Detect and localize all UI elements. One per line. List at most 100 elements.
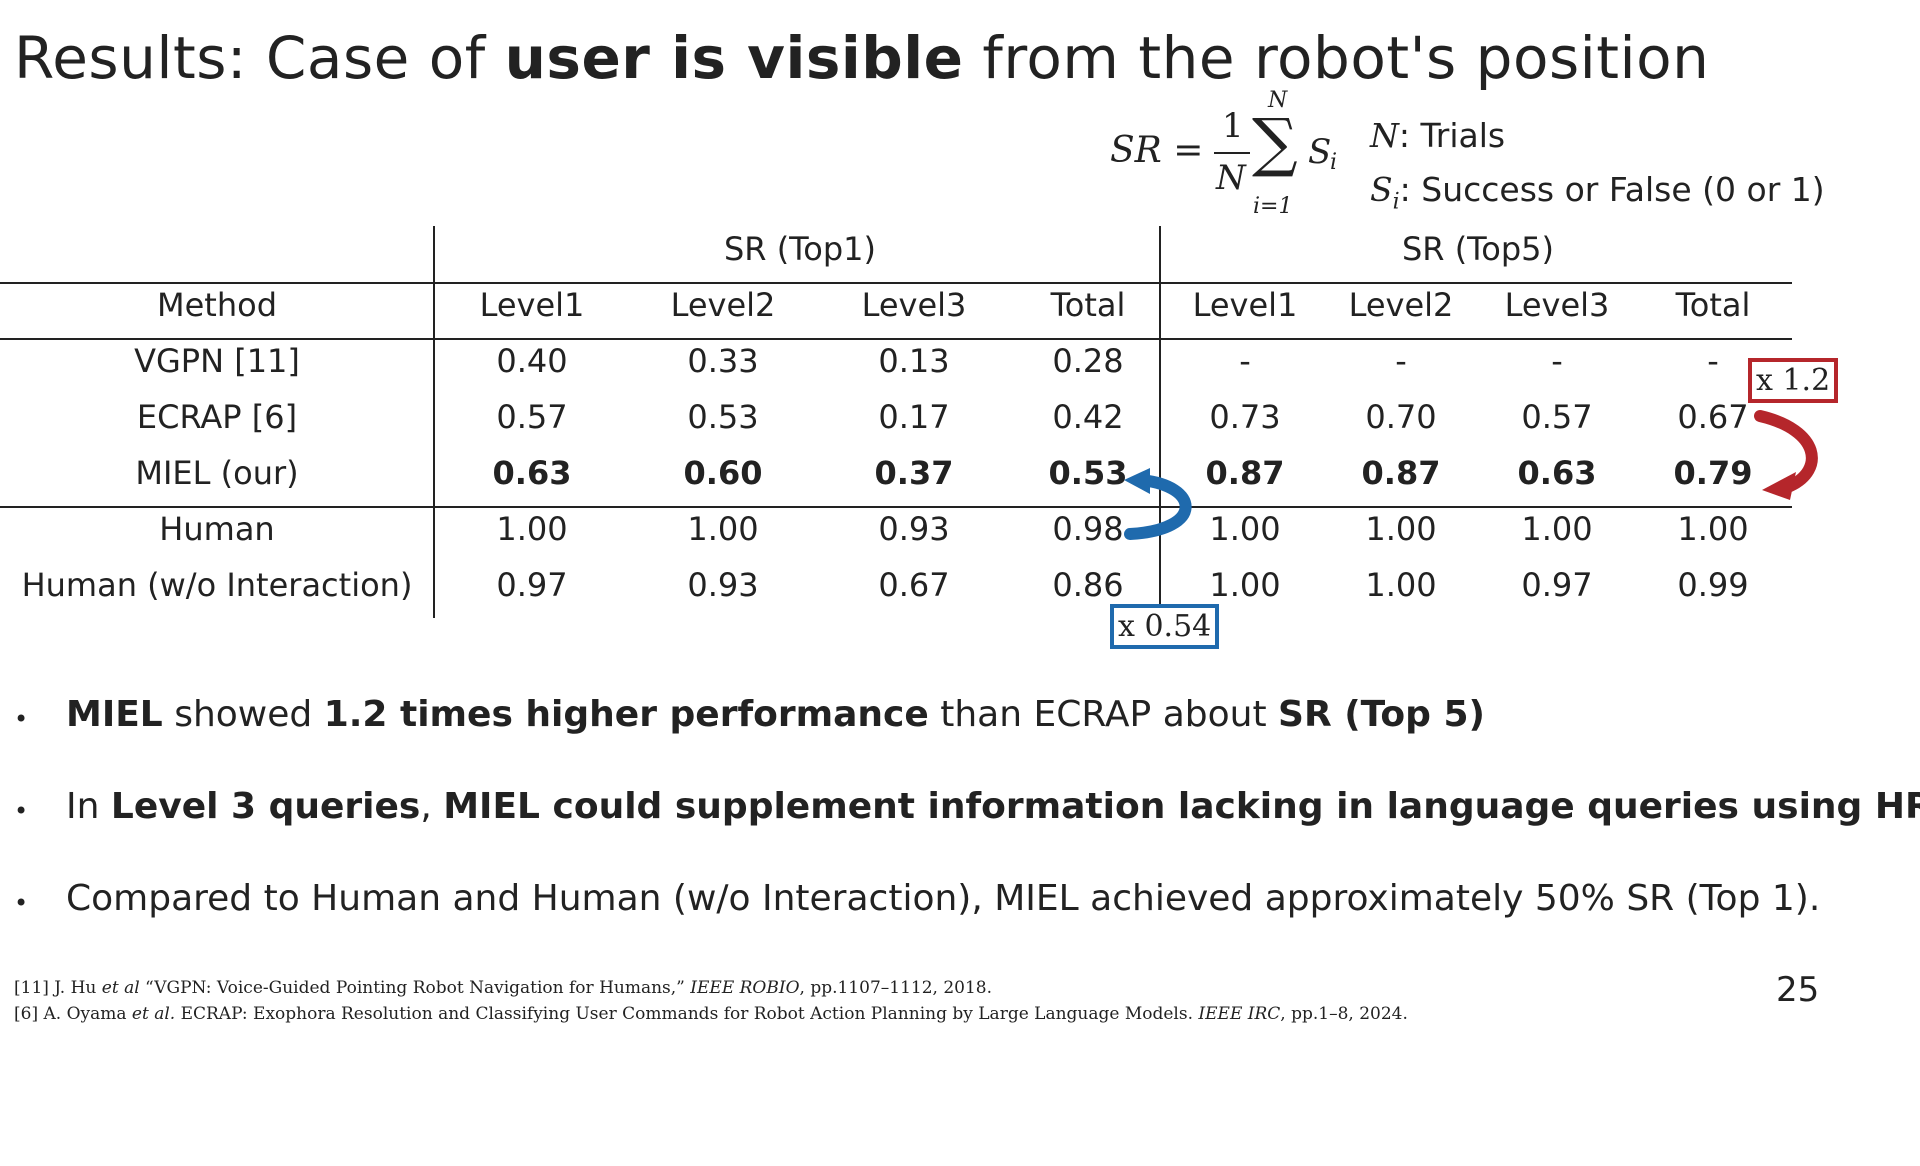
sigma-symbol: ∑: [1252, 106, 1298, 180]
bullet-item: • In Level 3 queries, MIEL could suppleme…: [14, 786, 1920, 827]
value-cell: 0.86: [1052, 566, 1124, 604]
column-header: Level2: [670, 286, 776, 324]
column-header: Level3: [1504, 286, 1610, 324]
reference-span: [11] J. Hu: [14, 978, 102, 998]
formula-frac-num: 1: [1222, 106, 1244, 146]
blue-curved-arrow: [1124, 474, 1192, 540]
formula-term-sub: i: [1330, 150, 1338, 175]
value-cell: 0.60: [683, 454, 763, 492]
reference-item: [6] A. Oyama et al. ECRAP: Exophora Reso…: [14, 1004, 1408, 1024]
value-cell: 1.00: [496, 510, 568, 548]
bullet-bold-span: 1.2 times higher performance: [323, 694, 929, 735]
callout-x0-54: x 0.54: [1110, 604, 1220, 649]
column-header-rule: [0, 338, 1792, 340]
formula-lhs: SR =: [1110, 130, 1204, 171]
title-prefix: Results: Case of: [14, 24, 505, 92]
value-cell: -: [1395, 342, 1407, 380]
blue-arrow-head: [1124, 468, 1150, 494]
method-cell: Human (w/o Interaction): [21, 566, 413, 604]
value-cell: 0.93: [687, 566, 759, 604]
bullet-bold-span: SR (Top 5): [1278, 694, 1485, 735]
value-cell: -: [1707, 342, 1719, 380]
value-cell: 0.98: [1052, 510, 1124, 548]
bullet-span: ,: [420, 786, 444, 827]
reference-item: [11] J. Hu et al “VGPN: Voice-Guided Poi…: [14, 978, 992, 998]
value-cell: 0.79: [1673, 454, 1753, 492]
bullet-item: • Compared to Human and Human (w/o Intera…: [14, 878, 1820, 919]
group-header: SR (Top5): [1401, 230, 1555, 268]
column-header: Level3: [861, 286, 967, 324]
reference-span: , pp.1–8, 2024.: [1280, 1004, 1408, 1024]
title-suffix: from the robot's position: [963, 24, 1710, 92]
legend-symbol: N: [1370, 116, 1399, 155]
bullet-bold-span: MIEL could supplement information lackin…: [443, 786, 1920, 827]
reference-span: IEEE ROBIO: [690, 978, 800, 998]
bullet-bold-span: MIEL: [66, 694, 163, 735]
legend-success: Si: Success or False (0 or 1): [1370, 168, 1825, 225]
formula-frac-den: N: [1216, 158, 1246, 198]
group-rule: [434, 282, 1792, 284]
column-header: Total: [1050, 286, 1126, 324]
bullet-item: • MIEL showed 1.2 times higher performanc…: [14, 694, 1485, 735]
bullet-dot: •: [14, 705, 29, 733]
value-cell: 0.53: [1048, 454, 1128, 492]
value-cell: 0.13: [878, 342, 950, 380]
formula-term: S: [1308, 132, 1332, 172]
value-cell: 1.00: [1365, 566, 1437, 604]
value-cell: 0.28: [1052, 342, 1124, 380]
column-header: Method: [156, 286, 278, 324]
column-header: Level2: [1348, 286, 1454, 324]
value-cell: 0.57: [496, 398, 568, 436]
bullet-text: In Level 3 queries, MIEL could supplemen…: [66, 786, 1920, 827]
group-header: SR (Top1): [723, 230, 877, 268]
value-cell: 0.33: [687, 342, 759, 380]
value-cell: 0.70: [1365, 398, 1437, 436]
value-cell: -: [1239, 342, 1251, 380]
reference-span: , pp.1107–1112, 2018.: [799, 978, 992, 998]
value-cell: 0.40: [496, 342, 568, 380]
reference-span: IEEE IRC: [1198, 1004, 1281, 1024]
bullet-bold-span: Level 3 queries: [110, 786, 421, 827]
bullet-span: showed: [162, 694, 324, 735]
value-cell: 0.87: [1361, 454, 1441, 492]
human-separator-rule: [0, 506, 1792, 508]
column-header: Level1: [1192, 286, 1298, 324]
method-cell: ECRAP [6]: [136, 398, 298, 436]
reference-span: ECRAP: Exophora Resolution and Classifyi…: [175, 1004, 1199, 1024]
legend-text: : Success or False (0 or 1): [1399, 169, 1825, 209]
formula-legend: N: Trials Si: Success or False (0 or 1): [1370, 114, 1825, 224]
formula-frac-bar: [1214, 152, 1250, 154]
reference-span: et al.: [131, 1004, 176, 1024]
value-cell: 0.53: [687, 398, 759, 436]
method-cell: MIEL (our): [135, 454, 299, 492]
method-cell: Human: [159, 510, 275, 548]
value-cell: 1.00: [1209, 566, 1281, 604]
page-number: 25: [1776, 970, 1820, 1010]
red-curved-arrow: [1754, 410, 1818, 492]
value-cell: 0.67: [878, 566, 950, 604]
bullet-dot: •: [14, 797, 29, 825]
top1-top5-divider: [1159, 226, 1161, 616]
bullet-dot: •: [14, 889, 29, 917]
column-header: Total: [1675, 286, 1751, 324]
value-cell: 0.57: [1521, 398, 1593, 436]
title-bold: user is visible: [504, 24, 964, 92]
legend-sub: i: [1392, 189, 1400, 215]
results-table: SR (Top1) SR (Top5) Method Level1 Level2 Leve…: [0, 226, 1800, 626]
value-cell: 0.67: [1677, 398, 1749, 436]
value-cell: -: [1551, 342, 1563, 380]
reference-span: “VGPN: Voice-Guided Pointing Robot Navig…: [139, 978, 691, 998]
red-arrow-head: [1762, 472, 1796, 500]
method-cell: VGPN [11]: [134, 342, 300, 380]
value-cell: 0.97: [496, 566, 568, 604]
bullet-span: Compared to Human and Human (w/o Interac…: [66, 878, 1821, 919]
value-cell: 1.00: [1521, 510, 1593, 548]
column-header: Level1: [479, 286, 585, 324]
slide-title: Results: Case of user is visible from th…: [14, 24, 1709, 92]
callout-x1-2: x 1.2: [1748, 358, 1839, 403]
formula-sum-bottom: i=1: [1253, 194, 1293, 219]
value-cell: 0.42: [1052, 398, 1124, 436]
legend-symbol: S: [1370, 169, 1393, 209]
formula-sum-top: N: [1268, 88, 1288, 113]
